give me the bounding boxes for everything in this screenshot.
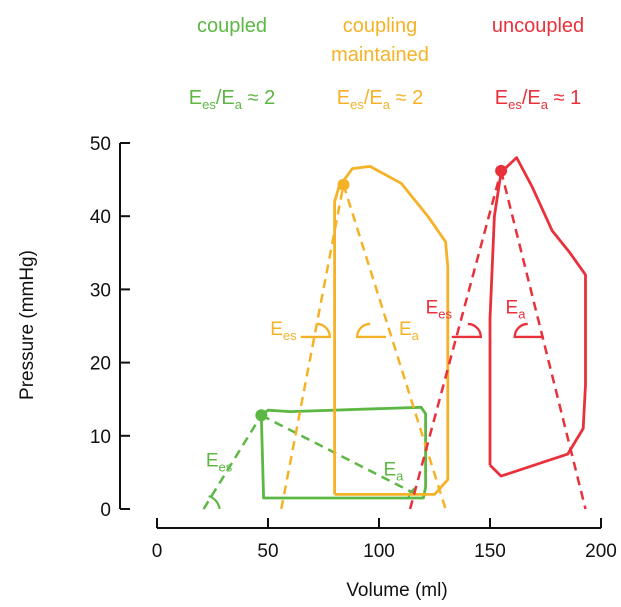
x-tick-label: 200 — [585, 541, 617, 562]
header-ratio: Ees/Ea ≈ 2 — [189, 87, 275, 112]
series-maintained: Ees Ea — [270, 164, 450, 510]
uncoupled-ea-label: Ea — [506, 298, 527, 322]
coupled-ees-label: Ees — [206, 451, 233, 475]
x-tick-label: 100 — [363, 541, 395, 562]
maintained-ea-line — [342, 184, 447, 510]
header-maintained: coupling maintained Ees/Ea ≈ 2 — [331, 15, 429, 112]
header-label: maintained — [331, 44, 429, 66]
uncoupled-ea-angle-mark — [513, 322, 544, 339]
uncoupled-ees-line — [408, 170, 503, 510]
y-tick-label: 40 — [90, 207, 111, 228]
maintained-ees-label: Ees — [270, 319, 297, 343]
angle-marks — [300, 322, 544, 339]
maintained-ees-line — [280, 184, 345, 510]
axes: 0 10 20 30 40 50 0 50 100 150 200 Volume (ml) Pre… — [17, 134, 617, 601]
x-tick-label: 150 — [474, 541, 506, 562]
angle-arc — [451, 322, 483, 339]
uncoupled-ees-angle-mark — [451, 322, 483, 339]
maintained-ea-angle-mark — [355, 322, 387, 339]
coupled-ea-label: Ea — [383, 459, 404, 483]
series-uncoupled: Ees Ea — [408, 156, 587, 510]
y-tick-label: 0 — [100, 500, 111, 521]
coupled-ees-line — [202, 414, 263, 510]
header-label: uncoupled — [492, 15, 584, 37]
coupled-pv-loop — [259, 405, 428, 500]
header-coupled: coupled Ees/Ea ≈ 2 — [189, 15, 275, 112]
x-axis-title: Volume (ml) — [346, 580, 447, 601]
coupled-ees-angle — [208, 494, 221, 510]
x-axis-ticks: 0 50 100 150 200 — [152, 518, 617, 562]
header-ratio: Ees/Ea ≈ 2 — [337, 87, 423, 112]
uncoupled-pv-loop — [488, 156, 587, 478]
chart-headers: coupled Ees/Ea ≈ 2 coupling maintained Ees/E… — [189, 15, 584, 112]
uncoupled-ea-line — [499, 170, 587, 510]
header-label: coupled — [197, 15, 267, 37]
uncoupled-ees-label: Ees — [426, 298, 453, 322]
y-tick-label: 20 — [90, 354, 111, 375]
y-axis-ticks: 0 10 20 30 40 50 — [90, 134, 130, 521]
angle-arc — [513, 322, 544, 339]
header-ratio: Ees/Ea ≈ 1 — [495, 87, 581, 112]
coupled-ea-line — [260, 414, 424, 500]
maintained-ea-label: Ea — [399, 319, 420, 343]
y-tick-label: 50 — [90, 134, 111, 155]
maintained-ees-angle-mark — [300, 322, 332, 339]
uncoupled-end-systolic-point — [495, 164, 508, 177]
y-tick-label: 10 — [90, 427, 111, 448]
maintained-pv-loop — [333, 164, 450, 496]
header-uncoupled: uncoupled Ees/Ea ≈ 1 — [492, 15, 584, 112]
y-axis-title: Pressure (mmHg) — [17, 250, 38, 400]
x-tick-label: 50 — [257, 541, 278, 562]
coupled-end-systolic-point — [255, 409, 268, 422]
header-label: coupling — [343, 15, 418, 37]
y-tick-label: 30 — [90, 280, 111, 301]
maintained-end-systolic-point — [337, 178, 350, 191]
angle-arc — [355, 322, 387, 339]
x-tick-label: 0 — [152, 541, 163, 562]
angle-arc — [300, 322, 332, 339]
